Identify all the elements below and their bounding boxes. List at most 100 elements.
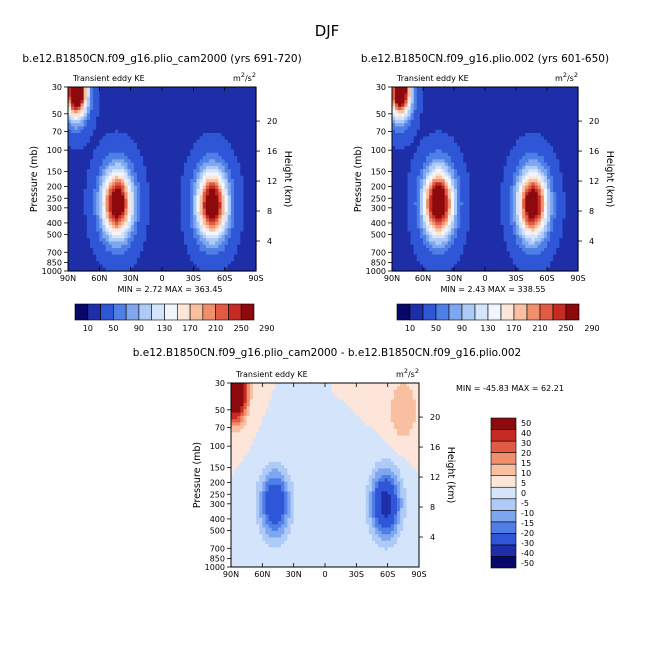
field-cell — [74, 228, 78, 233]
field-cell — [435, 251, 440, 256]
field-cell — [165, 103, 169, 108]
field-cell — [121, 179, 125, 183]
field-cell — [413, 192, 418, 197]
field-cell — [416, 205, 421, 210]
field-cell — [130, 261, 135, 266]
field-cell — [457, 96, 461, 101]
field-cell — [111, 129, 116, 134]
field-cell — [149, 113, 154, 118]
field-cell — [407, 264, 412, 269]
field-cell — [234, 241, 238, 246]
field-cell — [102, 106, 107, 111]
field-cell — [395, 142, 399, 147]
field-cell — [401, 110, 405, 114]
field-cell — [450, 228, 455, 233]
colorbar-label: 90 — [134, 324, 144, 333]
field-cell — [395, 136, 399, 141]
field-cell — [395, 100, 399, 105]
field-cell — [463, 129, 467, 134]
field-cell — [413, 119, 418, 124]
field-cell — [243, 238, 248, 243]
field-cell — [127, 113, 132, 118]
field-cell — [457, 248, 461, 252]
field-cell — [199, 198, 204, 203]
field-cell — [460, 257, 464, 262]
colorbar-label: 10 — [83, 324, 93, 333]
field-cell — [221, 126, 226, 131]
field-cell — [80, 110, 85, 114]
field-cell — [187, 119, 191, 124]
field-cell — [240, 149, 245, 154]
field-cell — [404, 211, 409, 216]
field-cell — [102, 136, 107, 141]
field-cell — [105, 113, 110, 118]
field-cell — [215, 129, 219, 134]
field-cell — [158, 175, 163, 180]
field-cell — [86, 211, 91, 216]
field-cell — [183, 93, 188, 98]
field-cell — [404, 185, 409, 190]
field-cell — [199, 172, 204, 177]
field-cell — [426, 205, 430, 210]
field-cell — [143, 142, 147, 147]
field-cell — [108, 159, 113, 164]
field-cell — [86, 261, 91, 266]
field-cell — [80, 208, 85, 213]
field-cell — [249, 264, 254, 269]
field-cell — [395, 152, 399, 157]
field-cell — [435, 100, 440, 105]
field-cell — [212, 119, 216, 124]
field-cell — [475, 139, 480, 144]
field-cell — [102, 87, 107, 91]
field-cell — [199, 244, 204, 249]
field-cell — [230, 162, 235, 167]
field-cell — [136, 257, 141, 262]
field-cell — [155, 139, 160, 144]
field-cell — [80, 136, 85, 141]
field-cell — [457, 90, 461, 95]
field-cell — [460, 96, 464, 101]
field-cell — [111, 248, 116, 252]
field-cell — [441, 251, 446, 256]
field-cell — [149, 110, 154, 114]
field-cell — [215, 188, 219, 193]
field-cell — [429, 110, 433, 114]
field-cell — [432, 257, 436, 262]
field-cell — [115, 169, 119, 174]
field-cell — [80, 221, 85, 226]
field-cell — [392, 192, 396, 197]
field-cell — [410, 159, 415, 164]
field-cell — [404, 103, 409, 108]
field-cell — [246, 172, 251, 177]
field-cell — [71, 205, 75, 210]
field-cell — [218, 96, 223, 101]
field-cell — [168, 218, 172, 223]
field-cell — [143, 139, 147, 144]
field-cell — [115, 182, 119, 187]
field-cell — [249, 185, 254, 190]
field-cell — [423, 195, 427, 200]
field-cell — [243, 136, 248, 141]
field-cell — [218, 228, 223, 233]
field-cell — [432, 202, 436, 206]
field-cell — [469, 192, 474, 197]
field-cell — [143, 159, 147, 164]
field-cell — [444, 234, 449, 239]
field-cell — [187, 165, 191, 170]
field-cell — [143, 182, 147, 187]
field-cell — [466, 198, 471, 203]
field-cell — [212, 244, 216, 249]
field-cell — [435, 96, 440, 101]
field-cell — [234, 195, 238, 200]
field-cell — [68, 238, 72, 243]
field-cell — [410, 165, 415, 170]
field-cell — [457, 159, 461, 164]
field-cell — [71, 152, 75, 157]
field-cell — [438, 156, 443, 160]
field-cell — [118, 106, 122, 111]
field-cell — [99, 96, 104, 101]
field-cell — [193, 215, 198, 220]
field-cell — [441, 136, 446, 141]
field-cell — [124, 116, 129, 121]
field-cell — [441, 169, 446, 174]
